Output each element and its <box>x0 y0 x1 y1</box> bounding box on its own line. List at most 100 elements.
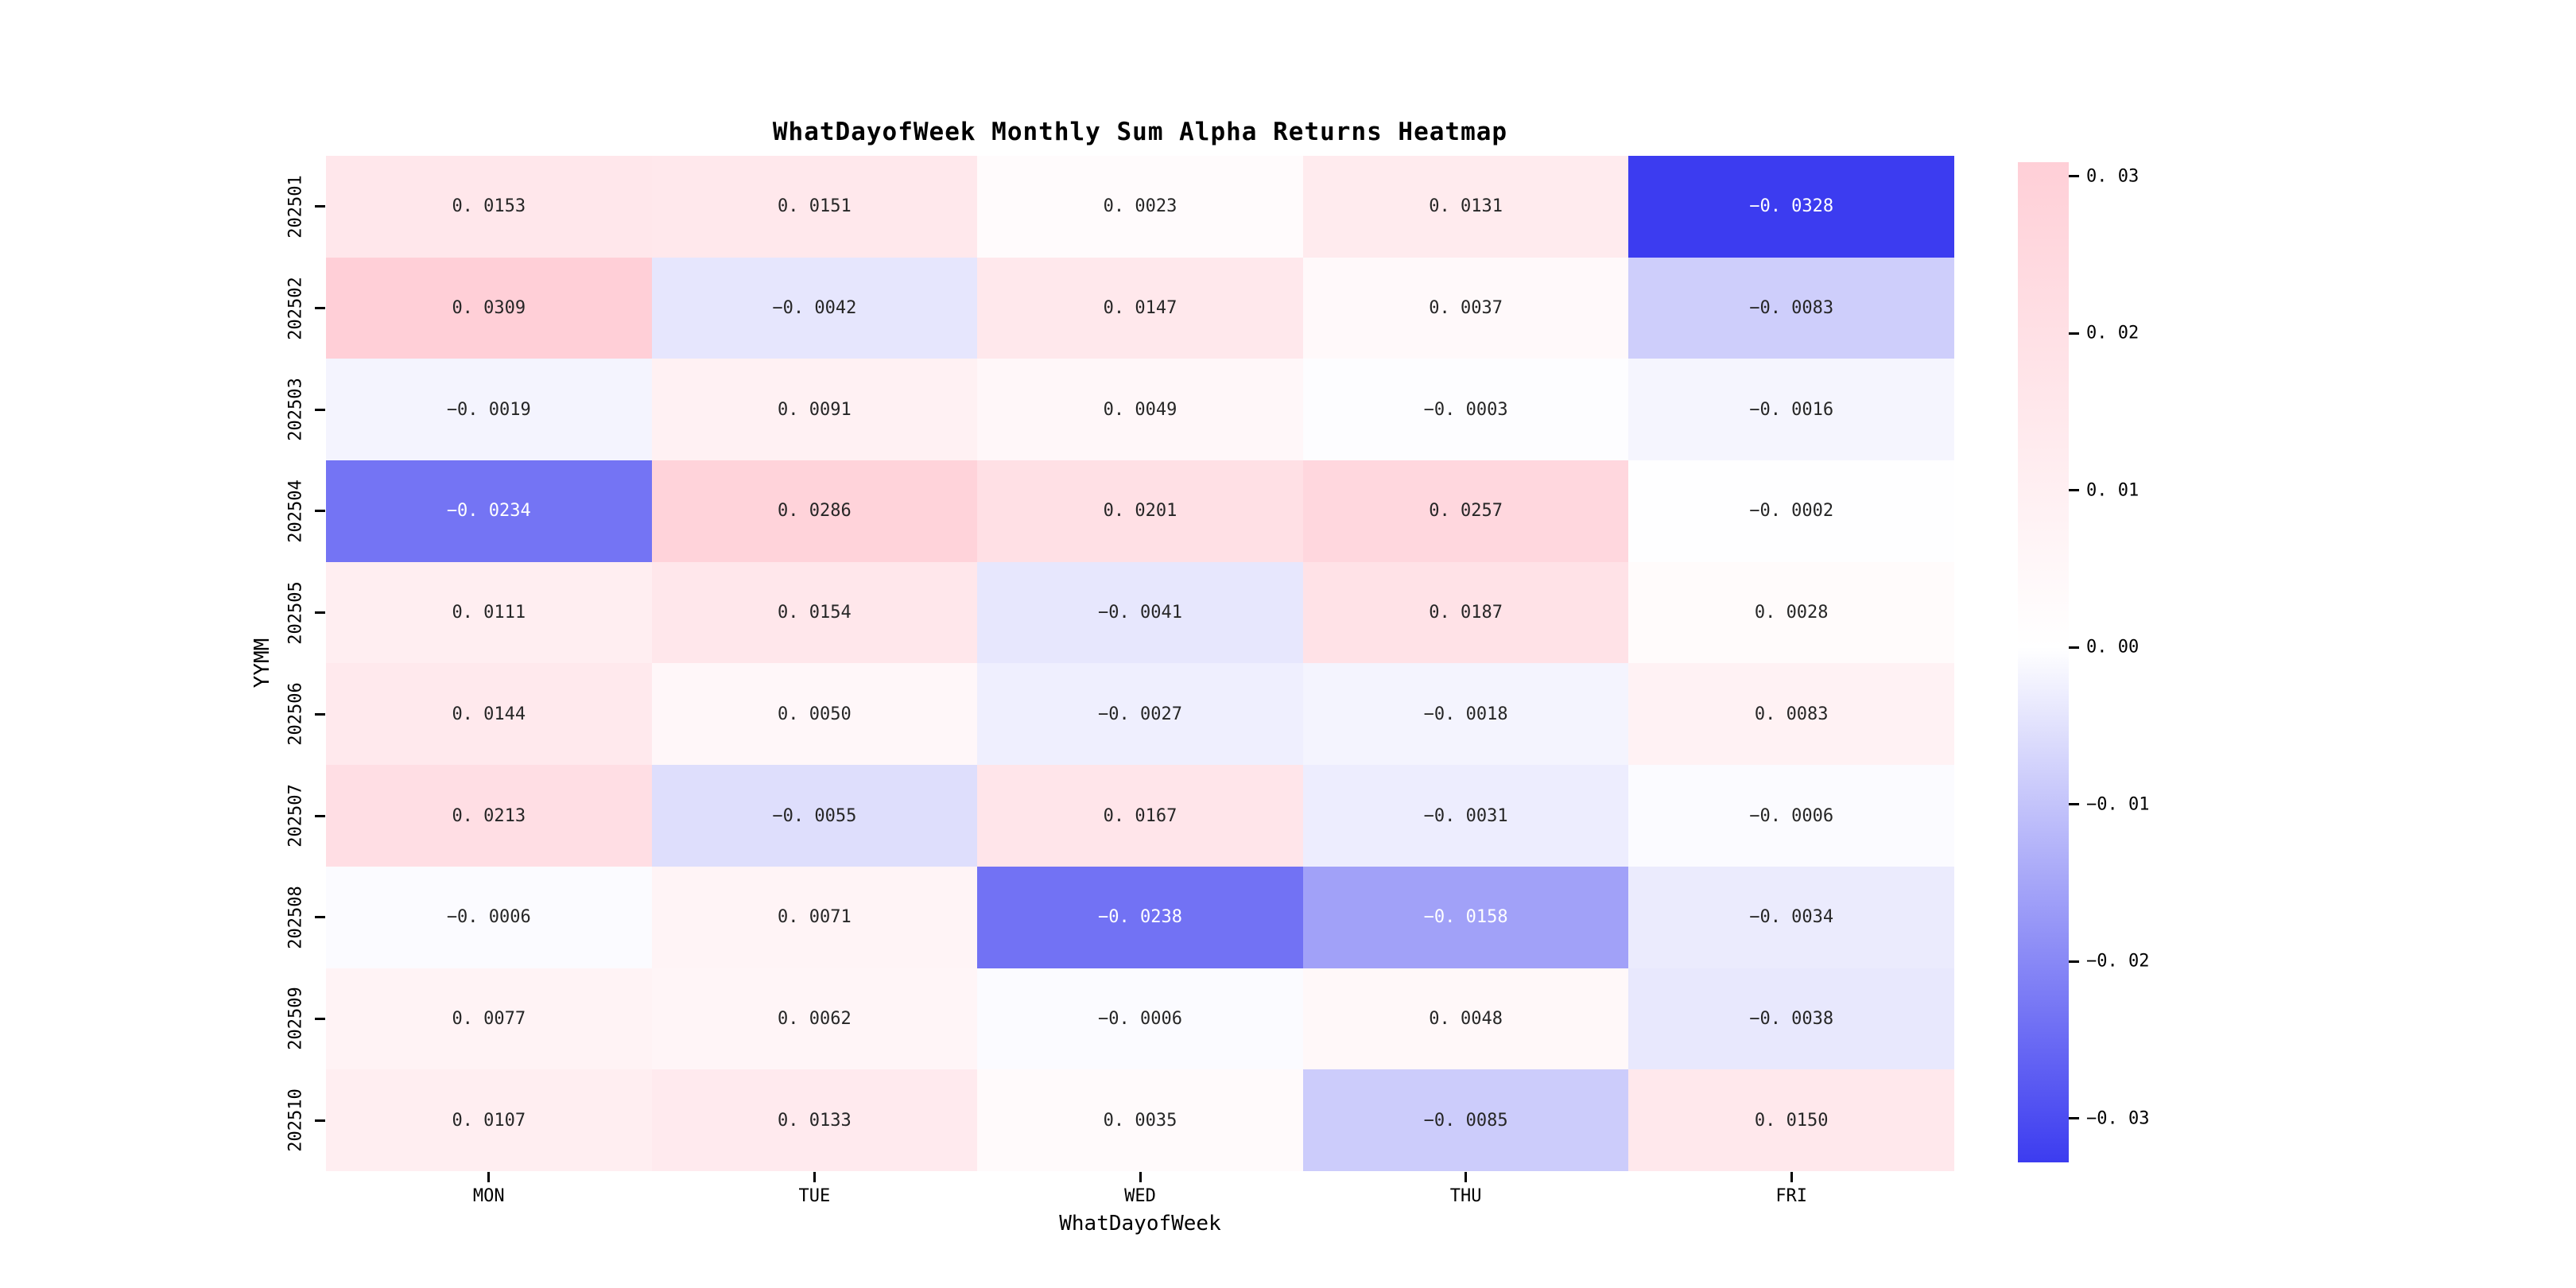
heatmap-cell-202502-FRI: −0. 0083 <box>1628 257 1954 359</box>
heatmap-cell-202508-FRI: −0. 0034 <box>1628 866 1954 968</box>
colorbar-tick-label: 0. 03 <box>2086 166 2140 187</box>
heatmap-cell-202501-FRI: −0. 0328 <box>1628 156 1954 258</box>
heatmap-cell-202508-TUE: 0. 0071 <box>651 866 978 968</box>
heatmap-cell-202501-THU: 0. 0131 <box>1302 156 1629 258</box>
heatmap-cell-202504-THU: 0. 0257 <box>1302 460 1629 562</box>
y-tick-label-202510: 202510 <box>285 1088 306 1152</box>
colorbar-tick-mark <box>2069 1117 2079 1120</box>
heatmap-cell-202502-WED: 0. 0147 <box>977 257 1303 359</box>
x-tick-mark <box>813 1172 816 1182</box>
y-tick-label-202506: 202506 <box>285 682 306 747</box>
heatmap-grid: 0. 0153 0. 0151 0. 0023 0. 0131 −0. 0328 0. 0… <box>326 156 1954 1171</box>
heatmap-cell-202503-TUE: 0. 0091 <box>651 359 978 461</box>
chart-title: WhatDayofWeek Monthly Sum Alpha Returns … <box>772 118 1508 146</box>
heatmap-cell-202504-TUE: 0. 0286 <box>651 460 978 562</box>
y-tick-mark <box>315 307 325 310</box>
y-tick-label-202509: 202509 <box>285 987 306 1051</box>
x-tick-mark <box>1790 1172 1793 1182</box>
y-tick-mark <box>315 205 325 208</box>
x-tick-mark <box>1139 1172 1142 1182</box>
y-tick-label-202505: 202505 <box>285 580 306 645</box>
y-tick-label-202504: 202504 <box>285 479 306 543</box>
colorbar-tick-label: 0. 02 <box>2086 323 2140 343</box>
colorbar-tick-label: 0. 00 <box>2086 637 2140 658</box>
heatmap-cell-202502-THU: 0. 0037 <box>1302 257 1629 359</box>
colorbar-tick-mark <box>2069 646 2079 649</box>
heatmap-cell-202507-WED: 0. 0167 <box>977 765 1303 867</box>
heatmap-cell-202505-FRI: 0. 0028 <box>1628 561 1954 664</box>
x-tick-label-MON: MON <box>472 1186 505 1206</box>
colorbar-tick-label: 0. 01 <box>2086 480 2140 501</box>
y-axis-label: YYMM <box>250 638 274 689</box>
colorbar-tick-label: −0. 03 <box>2086 1108 2150 1129</box>
y-tick-mark <box>315 611 325 615</box>
heatmap-cell-202505-TUE: 0. 0154 <box>651 561 978 664</box>
colorbar-tick-mark <box>2069 960 2079 963</box>
heatmap-cell-202510-TUE: 0. 0133 <box>651 1069 978 1171</box>
heatmap-cell-202510-MON: 0. 0107 <box>326 1069 652 1171</box>
heatmap-cell-202509-MON: 0. 0077 <box>326 968 652 1070</box>
colorbar-tick-mark <box>2069 489 2079 492</box>
x-tick-mark <box>487 1172 491 1182</box>
heatmap-cell-202502-TUE: −0. 0042 <box>651 257 978 359</box>
heatmap-cell-202507-MON: 0. 0213 <box>326 765 652 867</box>
heatmap-cell-202507-THU: −0. 0031 <box>1302 765 1629 867</box>
heatmap-cell-202509-WED: −0. 0006 <box>977 968 1303 1070</box>
heatmap-cell-202503-THU: −0. 0003 <box>1302 359 1629 461</box>
y-tick-mark <box>315 408 325 411</box>
heatmap-cell-202508-THU: −0. 0158 <box>1302 866 1629 968</box>
heatmap-cell-202507-FRI: −0. 0006 <box>1628 765 1954 867</box>
heatmap-cell-202503-WED: 0. 0049 <box>977 359 1303 461</box>
heatmap-cell-202506-MON: 0. 0144 <box>326 663 652 766</box>
y-tick-label-202502: 202502 <box>285 276 306 340</box>
x-tick-label-FRI: FRI <box>1775 1186 1808 1206</box>
y-tick-mark <box>315 1017 325 1020</box>
heatmap-cell-202507-TUE: −0. 0055 <box>651 765 978 867</box>
colorbar-tick-label: −0. 02 <box>2086 951 2150 972</box>
heatmap-cell-202506-THU: −0. 0018 <box>1302 663 1629 766</box>
heatmap-cell-202509-TUE: 0. 0062 <box>651 968 978 1070</box>
heatmap-cell-202509-FRI: −0. 0038 <box>1628 968 1954 1070</box>
heatmap-cell-202509-THU: 0. 0048 <box>1302 968 1629 1070</box>
y-tick-mark <box>315 510 325 513</box>
heatmap-cell-202503-MON: −0. 0019 <box>326 359 652 461</box>
heatmap-cell-202506-TUE: 0. 0050 <box>651 663 978 766</box>
heatmap-cell-202504-WED: 0. 0201 <box>977 460 1303 562</box>
heatmap-cell-202501-MON: 0. 0153 <box>326 156 652 258</box>
heatmap-cell-202508-WED: −0. 0238 <box>977 866 1303 968</box>
heatmap-cell-202504-MON: −0. 0234 <box>326 460 652 562</box>
heatmap-cell-202510-FRI: 0. 0150 <box>1628 1069 1954 1171</box>
heatmap-cell-202502-MON: 0. 0309 <box>326 257 652 359</box>
colorbar-tick-mark <box>2069 175 2079 178</box>
heatmap-cell-202510-THU: −0. 0085 <box>1302 1069 1629 1171</box>
heatmap-cell-202510-WED: 0. 0035 <box>977 1069 1303 1171</box>
heatmap-cell-202508-MON: −0. 0006 <box>326 866 652 968</box>
y-tick-label-202508: 202508 <box>285 886 306 949</box>
heatmap-cell-202501-TUE: 0. 0151 <box>651 156 978 258</box>
heatmap-cell-202505-WED: −0. 0041 <box>977 561 1303 664</box>
colorbar-tick-label: −0. 01 <box>2086 794 2150 815</box>
y-tick-mark <box>315 916 325 919</box>
colorbar-tick-mark <box>2069 803 2079 806</box>
heatmap-cell-202505-THU: 0. 0187 <box>1302 561 1629 664</box>
colorbar <box>2018 162 2069 1162</box>
heatmap-cell-202505-MON: 0. 0111 <box>326 561 652 664</box>
heatmap-cell-202506-FRI: 0. 0083 <box>1628 663 1954 766</box>
y-tick-label-202501: 202501 <box>285 175 306 239</box>
y-tick-label-202507: 202507 <box>285 784 306 848</box>
heatmap-cell-202503-FRI: −0. 0016 <box>1628 359 1954 461</box>
y-tick-mark <box>315 712 325 716</box>
y-tick-mark <box>315 814 325 817</box>
y-tick-mark <box>315 1119 325 1122</box>
x-tick-label-TUE: TUE <box>798 1186 831 1206</box>
heatmap-cell-202506-WED: −0. 0027 <box>977 663 1303 766</box>
heatmap-cell-202501-WED: 0. 0023 <box>977 156 1303 258</box>
y-tick-label-202503: 202503 <box>285 378 306 441</box>
x-tick-mark <box>1465 1172 1468 1182</box>
x-tick-label-THU: THU <box>1449 1186 1482 1206</box>
x-tick-label-WED: WED <box>1124 1186 1156 1206</box>
x-axis-label: WhatDayofWeek <box>1059 1212 1221 1236</box>
colorbar-tick-mark <box>2069 332 2079 335</box>
heatmap-cell-202504-FRI: −0. 0002 <box>1628 460 1954 562</box>
